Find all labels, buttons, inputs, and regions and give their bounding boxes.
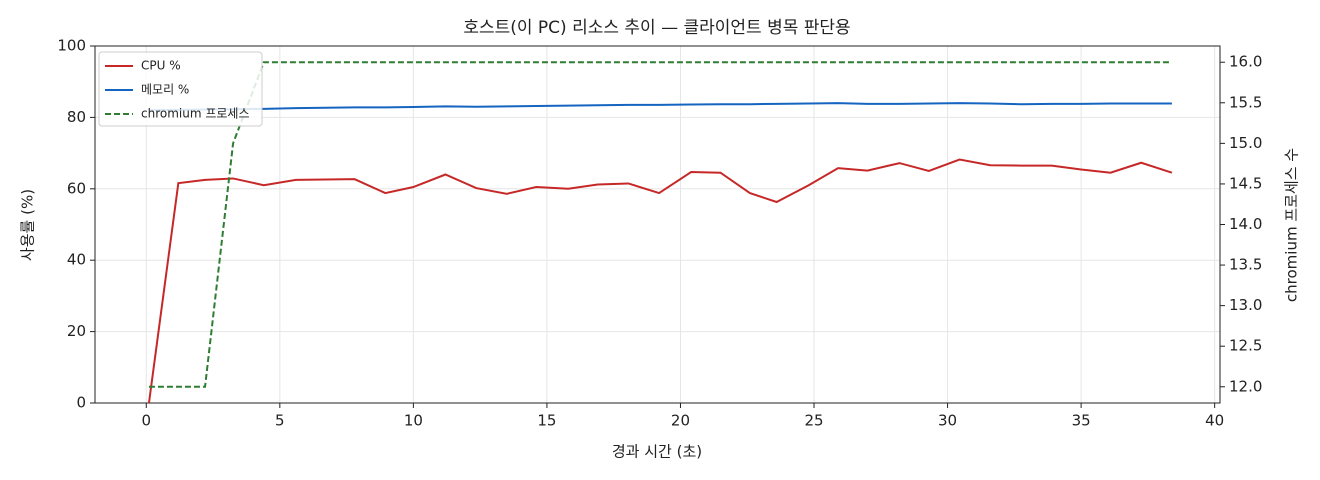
series-line xyxy=(148,61,1172,388)
y2-tick-label: 14.5 xyxy=(1229,174,1262,192)
x-tick-label: 25 xyxy=(804,412,823,430)
chart-title: 호스트(이 PC) 리소스 추이 — 클라이언트 병목 판단용 xyxy=(463,18,850,38)
y2-tick-label: 12.5 xyxy=(1229,337,1262,355)
y-tick-label: 40 xyxy=(67,251,86,269)
x-tick-label: 10 xyxy=(404,412,423,430)
y2-tick-label: 15.5 xyxy=(1229,93,1262,111)
y2-tick-label: 15.0 xyxy=(1229,134,1262,152)
x-axis-label: 경과 시간 (초) xyxy=(612,443,702,461)
y-tick-label: 20 xyxy=(67,322,86,340)
x-tick-label: 0 xyxy=(142,412,152,430)
y-axis-label: 사용률 (%) xyxy=(19,189,37,261)
y2-tick-label: 16.0 xyxy=(1229,53,1262,71)
y2-axis-label: chromium 프로세스 수 xyxy=(1283,148,1301,302)
x-tick-label: 20 xyxy=(671,412,690,430)
x-tick-label: 40 xyxy=(1205,412,1224,430)
x-tick-label: 35 xyxy=(1072,412,1091,430)
legend-label: chromium 프로세스 xyxy=(141,107,250,121)
series-line xyxy=(148,102,1172,112)
y2-tick-label: 14.0 xyxy=(1229,215,1262,233)
legend-box xyxy=(98,51,263,127)
y-tick-label: 100 xyxy=(57,37,86,55)
y-tick-label: 80 xyxy=(67,108,86,126)
x-tick-label: 30 xyxy=(938,412,957,430)
x-tick-label: 15 xyxy=(537,412,556,430)
series-line xyxy=(147,158,1173,404)
y2-tick-label: 13.0 xyxy=(1229,296,1262,314)
legend-label: 메모리 % xyxy=(141,83,189,97)
y2-tick-label: 12.0 xyxy=(1229,377,1262,395)
plot-frame xyxy=(94,45,1221,404)
y2-tick-label: 13.5 xyxy=(1229,256,1262,274)
legend-label: CPU % xyxy=(141,59,181,73)
y-tick-label: 0 xyxy=(76,394,86,412)
x-tick-label: 5 xyxy=(275,412,285,430)
y-tick-label: 60 xyxy=(67,179,86,197)
